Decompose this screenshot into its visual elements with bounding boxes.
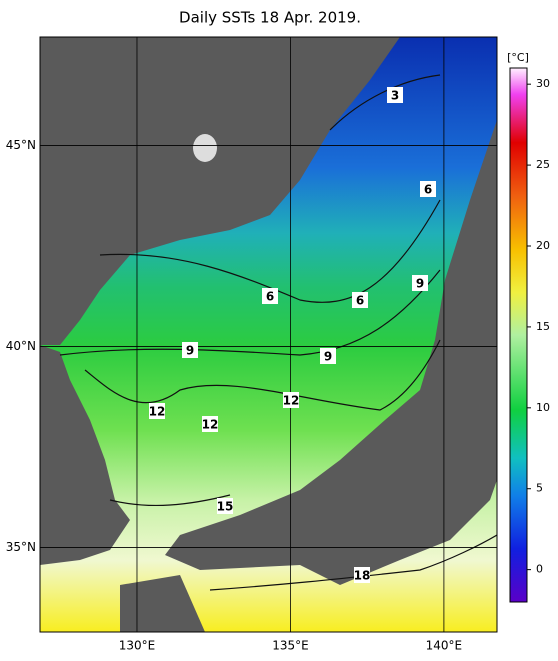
contour-label: 3 [391, 89, 399, 103]
land [120, 575, 205, 632]
contour-label-box [352, 292, 368, 308]
contour-label-box [262, 288, 278, 304]
contour-label: 12 [149, 405, 166, 419]
colorbar-unit: [°C] [507, 51, 529, 64]
colorbar-label: 30 [536, 77, 550, 90]
contour-label: 6 [266, 290, 274, 304]
contour-label-box [202, 416, 218, 432]
contour-label-box [283, 392, 299, 408]
map-area: 3 6 6 6 9 9 9 12 12 12 15 18 [40, 37, 497, 632]
contour-label-box [354, 567, 370, 583]
contour-label-box [387, 87, 403, 103]
lon-label: 140°E [426, 639, 463, 653]
contour-label-box [412, 275, 428, 291]
title: Daily SSTs 18 Apr. 2019. [179, 9, 361, 27]
contour-label: 18 [354, 569, 371, 583]
colorbar-label: 5 [536, 482, 543, 495]
contour-label: 9 [186, 344, 194, 358]
contours [59, 74, 497, 591]
lat-label: 35°N [6, 540, 36, 554]
colorbar-label: 25 [536, 158, 550, 171]
lon-label: 135°E [272, 639, 309, 653]
contour-label: 12 [283, 394, 300, 408]
contour-label: 9 [324, 350, 332, 364]
lake [193, 134, 217, 162]
contour-label-box [182, 342, 198, 358]
land [40, 345, 130, 565]
land [40, 37, 400, 345]
colorbar-label: 20 [536, 239, 550, 252]
colorbar-label: 10 [536, 401, 550, 414]
contour-label: 6 [356, 294, 364, 308]
colorbar-label: 15 [536, 320, 550, 333]
contour-label-box [217, 498, 233, 514]
contour-label-box [420, 181, 436, 197]
contour-label: 9 [416, 277, 424, 291]
contour-label-box [149, 403, 165, 419]
frame [39, 36, 498, 633]
contour-label: 6 [424, 183, 432, 197]
contour-label: 12 [202, 418, 219, 432]
lon-label: 130°E [119, 639, 156, 653]
lat-label: 45°N [6, 138, 36, 152]
contour-label: 15 [217, 500, 234, 514]
lat-label: 40°N [6, 339, 36, 353]
contour-label-box [320, 348, 336, 364]
land [165, 37, 497, 585]
colorbar [509, 67, 528, 603]
colorbar-label: 0 [536, 563, 543, 576]
